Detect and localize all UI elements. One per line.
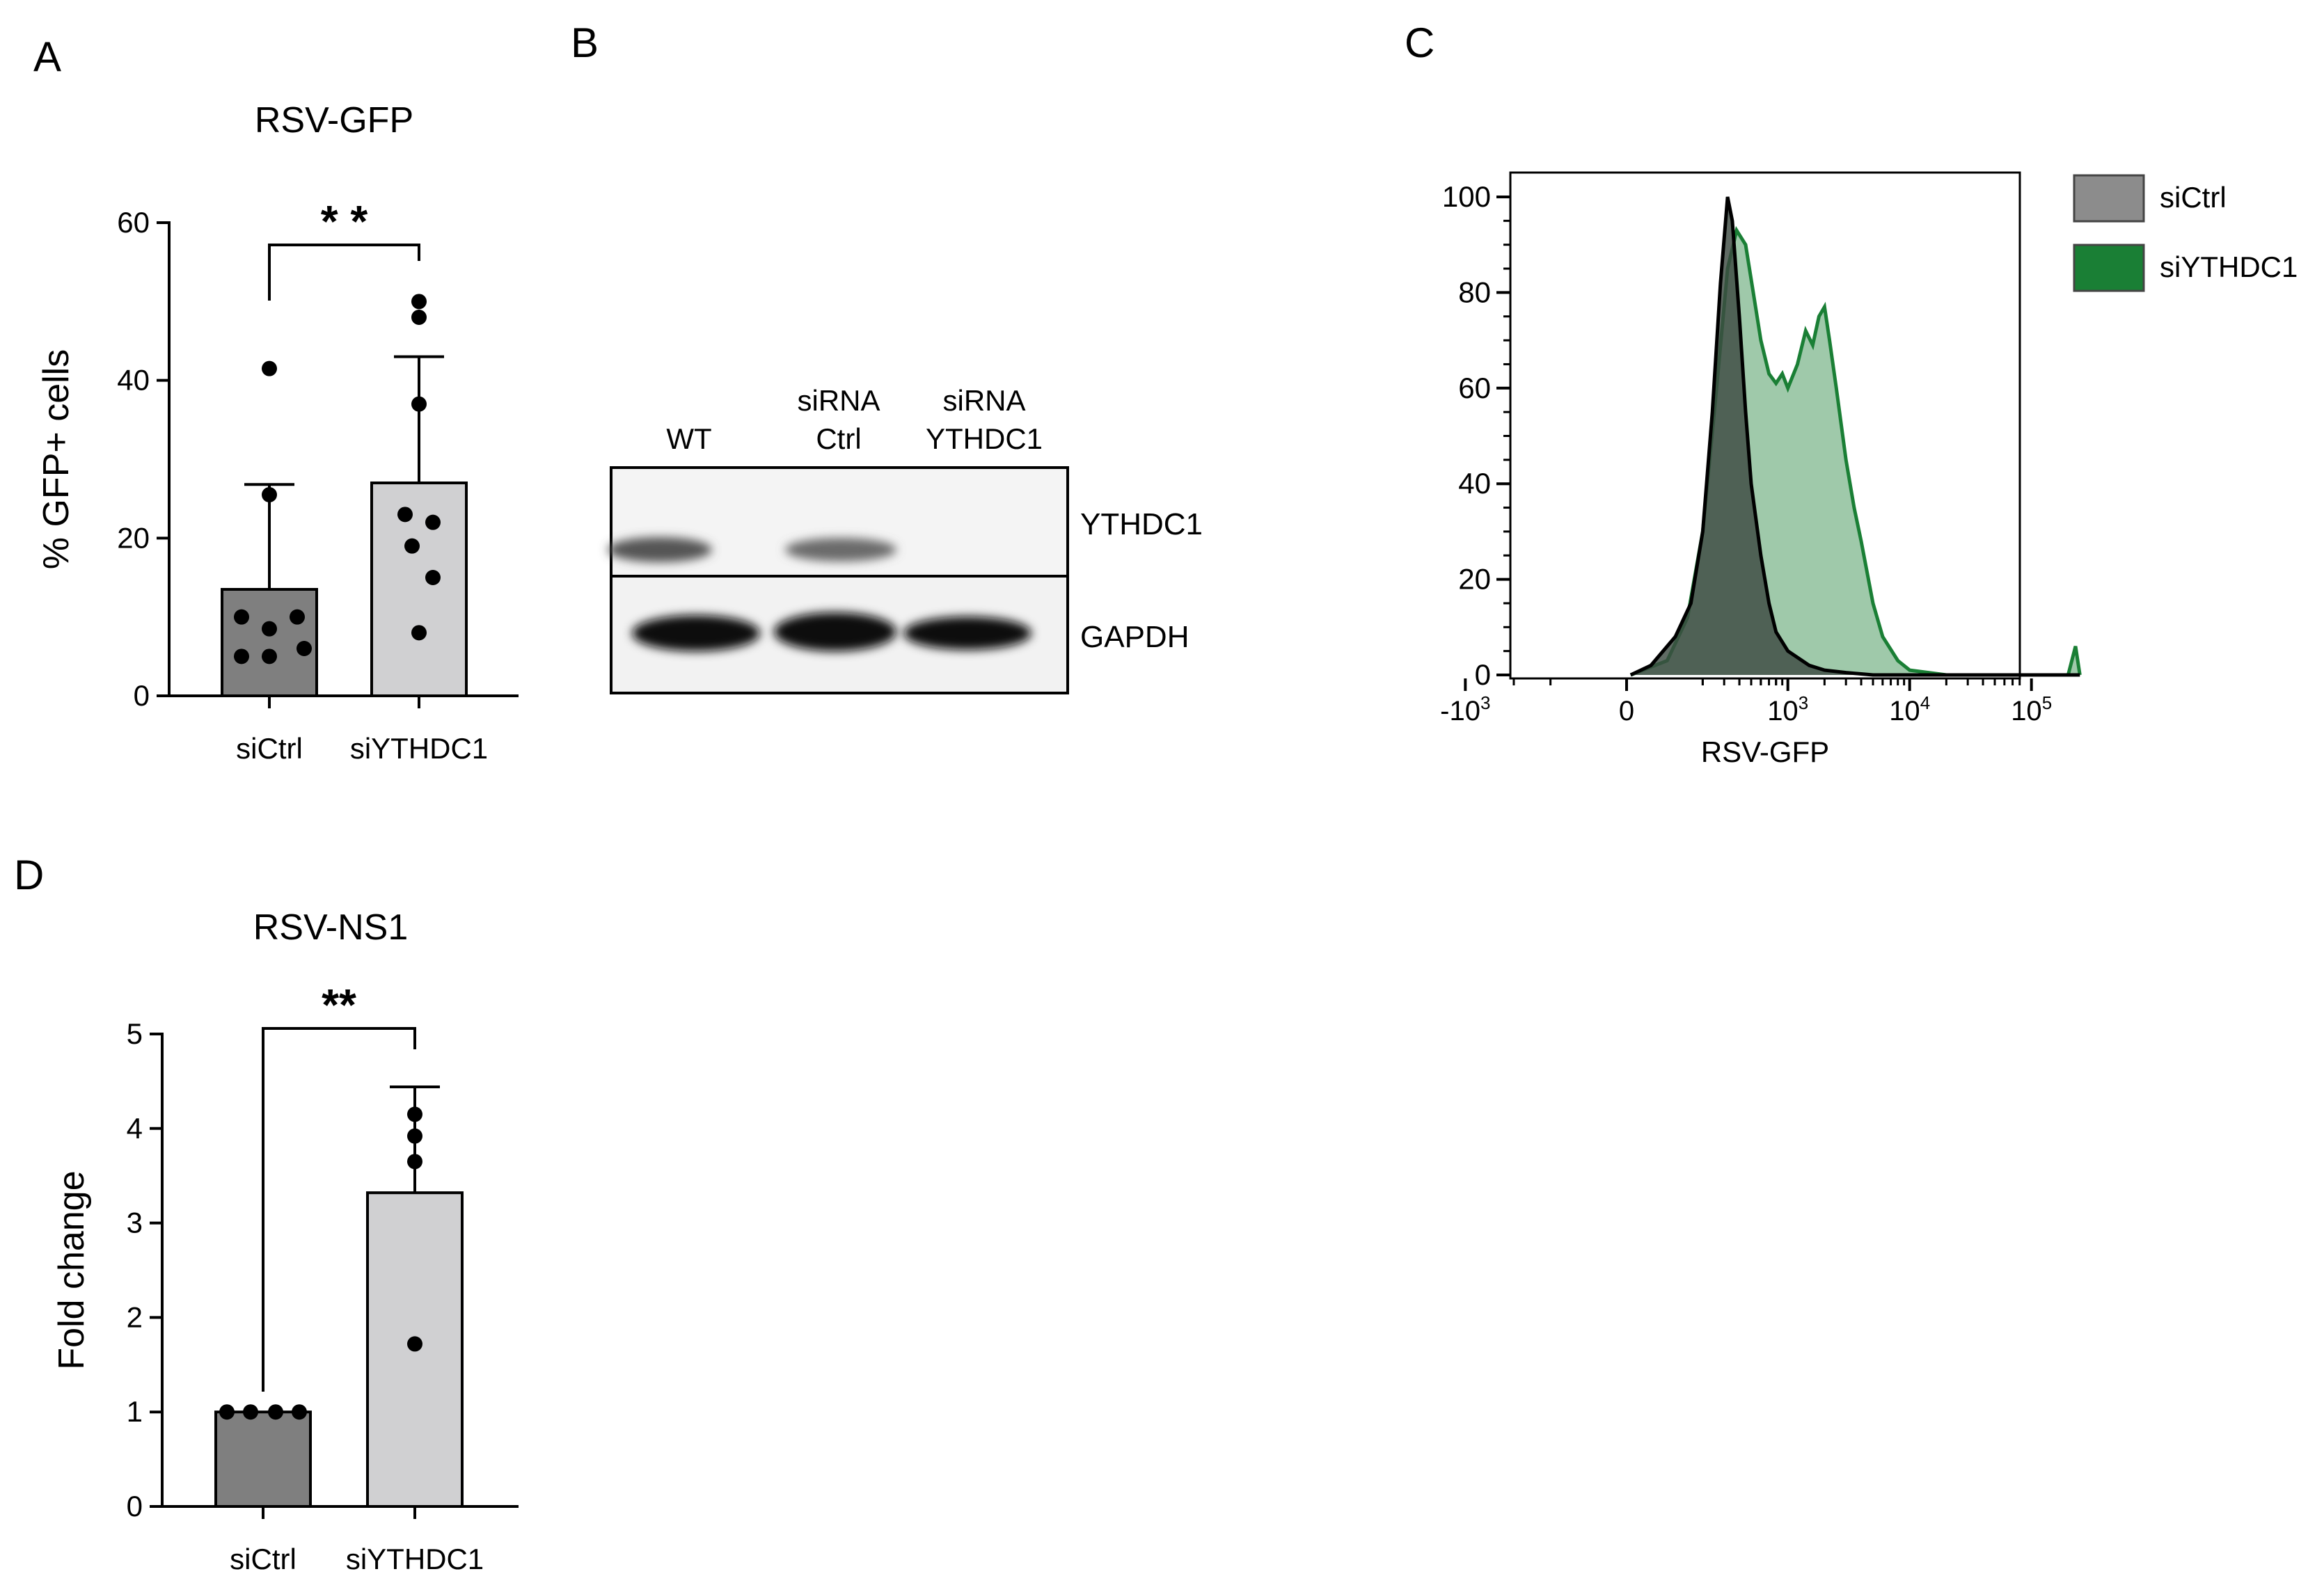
d-ytick-label-1: 1	[127, 1395, 143, 1428]
c-plot-frame	[1509, 171, 2021, 680]
d-point-siCtrl-0	[219, 1404, 235, 1420]
panel-a: RSV-GFP % GFP+ cells siCtrl siYTHDC1 0 20 40 60…	[36, 100, 519, 765]
d-xlabel-siCtrl: siCtrl	[230, 1543, 297, 1575]
c-legend-label-siythdc1: siYTHDC1	[2160, 250, 2298, 283]
c-legend: siCtrl siYTHDC1	[2073, 174, 2298, 292]
a-point-siYTHDC1-3	[397, 507, 413, 523]
a-point-siYTHDC1-6	[425, 570, 441, 585]
d-point-siCtrl-2	[268, 1404, 283, 1420]
c-ytick-label-0: 0	[1475, 658, 1491, 691]
d-ylabel: Fold change	[52, 1170, 92, 1369]
a-point-siCtrl-0	[262, 360, 277, 376]
c-legend-swatch-siythdc1	[2073, 244, 2145, 292]
d-ytick-label-2: 2	[127, 1300, 143, 1333]
panel-letter-d: D	[14, 852, 44, 898]
a-ytick-label-20: 20	[117, 521, 150, 554]
b-lane-label-0: WT	[666, 422, 711, 455]
b-band-ythdc1-sictrl	[785, 538, 896, 562]
a-ylabel: % GFP+ cells	[36, 349, 77, 569]
a-point-siCtrl-1	[262, 487, 277, 502]
d-ytick-label-4: 4	[127, 1112, 143, 1145]
a-point-siCtrl-7	[262, 649, 277, 665]
panel-b: WT siRNA Ctrl siRNA YTHDC1 YTHDC1 GAPDH	[608, 384, 1203, 694]
b-lane-label-2-line2: YTHDC1	[926, 422, 1043, 455]
c-xtick-label-3: 104	[1889, 692, 1930, 726]
a-point-siYTHDC1-5	[404, 538, 420, 554]
d-xlabel-siYTHDC1: siYTHDC1	[346, 1543, 484, 1575]
b-band-label-gapdh: GAPDH	[1080, 620, 1189, 654]
c-ytick-label-60: 60	[1458, 372, 1491, 404]
a-significance-bracket	[268, 244, 420, 301]
c-xlabel: RSV-GFP	[1701, 735, 1829, 768]
c-line-sictrl	[1629, 196, 2080, 677]
a-point-siYTHDC1-4	[425, 514, 441, 530]
a-point-siCtrl-5	[297, 641, 312, 656]
a-ytick-label-60: 60	[117, 206, 150, 239]
a-point-siYTHDC1-2	[411, 396, 427, 412]
d-significance-label: **	[322, 980, 356, 1030]
b-band-gapdh-wt	[632, 615, 760, 651]
a-bar-siYTHDC1	[370, 482, 468, 697]
panel-d: RSV-NS1 Fold change siCtrl siYTHDC1 0 1 2 3 4 5 **	[52, 907, 519, 1575]
panel-letter-c: C	[1405, 19, 1434, 66]
a-point-siCtrl-3	[290, 609, 305, 625]
d-bar-siCtrl	[214, 1410, 312, 1508]
d-significance-bracket	[262, 1027, 416, 1392]
b-band-ythdc1-wt	[608, 537, 712, 562]
c-ytick-label-40: 40	[1458, 467, 1491, 500]
b-band-label-ythdc1: YTHDC1	[1080, 507, 1203, 541]
a-ytick-label-0: 0	[134, 679, 150, 712]
d-point-siYTHDC1-0	[407, 1106, 422, 1122]
c-ytick-label-100: 100	[1442, 180, 1491, 213]
a-xlabel-siYTHDC1: siYTHDC1	[350, 732, 488, 765]
a-title: RSV-GFP	[255, 100, 413, 141]
a-point-siYTHDC1-0	[411, 294, 427, 310]
d-ytick-label-3: 3	[127, 1207, 143, 1239]
b-lane-label-1-line1: siRNA	[797, 384, 880, 417]
a-significance-label: * *	[321, 196, 368, 246]
c-legend-label-sictrl: siCtrl	[2160, 181, 2227, 214]
d-ytick-label-0: 0	[127, 1490, 143, 1522]
a-point-siYTHDC1-1	[411, 310, 427, 325]
d-point-siYTHDC1-1	[407, 1128, 422, 1144]
panel-letter-a: A	[33, 33, 61, 80]
d-point-siCtrl-1	[243, 1404, 258, 1420]
a-ytick-label-40: 40	[117, 364, 150, 397]
c-area-sictrl	[1630, 197, 2080, 675]
c-xtick-label-0: -103	[1440, 692, 1490, 726]
b-band-gapdh-sictrl	[774, 612, 896, 651]
d-point-siYTHDC1-2	[407, 1154, 422, 1170]
c-xtick-label-4: 105	[2011, 692, 2052, 726]
d-ytick-label-5: 5	[127, 1017, 143, 1050]
c-legend-swatch-sictrl	[2073, 174, 2145, 223]
a-point-siYTHDC1-7	[411, 625, 427, 641]
c-xtick-label-1: 0	[1619, 696, 1634, 726]
c-ytick-label-20: 20	[1458, 563, 1491, 596]
b-lane-label-1-line2: Ctrl	[816, 422, 861, 455]
b-band-gapdh-siythdc1	[903, 617, 1031, 650]
a-point-siCtrl-6	[234, 649, 249, 665]
c-ytick-label-80: 80	[1458, 276, 1491, 308]
d-point-siCtrl-3	[292, 1404, 307, 1420]
d-point-siYTHDC1-3	[407, 1336, 422, 1352]
a-point-siCtrl-4	[262, 621, 277, 637]
a-xlabel-siCtrl: siCtrl	[236, 732, 303, 765]
a-point-siCtrl-2	[234, 609, 249, 625]
d-title: RSV-NS1	[253, 907, 409, 948]
c-xtick-label-2: 103	[1767, 692, 1808, 726]
b-lane-label-2-line1: siRNA	[942, 384, 1025, 417]
panel-letter-b: B	[571, 19, 599, 66]
